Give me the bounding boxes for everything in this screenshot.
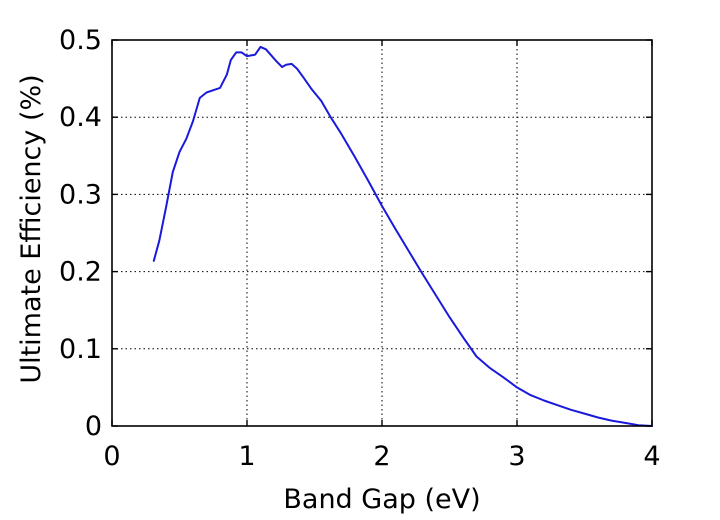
plot-area-frame bbox=[111, 39, 653, 427]
y-axis-ticks: 0 0.1 0.2 0.3 0.4 0.5 bbox=[59, 25, 652, 442]
x-tick-label: 1 bbox=[238, 441, 255, 472]
y-tick-label: 0 bbox=[85, 411, 102, 442]
x-tick-label: 2 bbox=[373, 441, 390, 472]
series-layer bbox=[152, 45, 653, 427]
y-tick-label: 0.1 bbox=[59, 334, 102, 365]
y-tick-label: 0.4 bbox=[59, 102, 102, 133]
y-tick-label: 0.3 bbox=[59, 179, 102, 210]
y-tick-label: 0.5 bbox=[59, 25, 102, 56]
x-tick-label: 3 bbox=[508, 441, 525, 472]
x-axis-ticks: 0 1 2 3 4 bbox=[103, 40, 661, 472]
x-axis-title: Band Gap (eV) bbox=[283, 484, 480, 515]
y-axis-title: Ultimate Efficiency (%) bbox=[16, 74, 47, 383]
grid-lines bbox=[112, 40, 652, 426]
y-tick-label: 0.2 bbox=[59, 257, 102, 288]
x-tick-label: 4 bbox=[643, 441, 660, 472]
series-line bbox=[152, 45, 653, 427]
x-tick-label: 0 bbox=[103, 441, 120, 472]
